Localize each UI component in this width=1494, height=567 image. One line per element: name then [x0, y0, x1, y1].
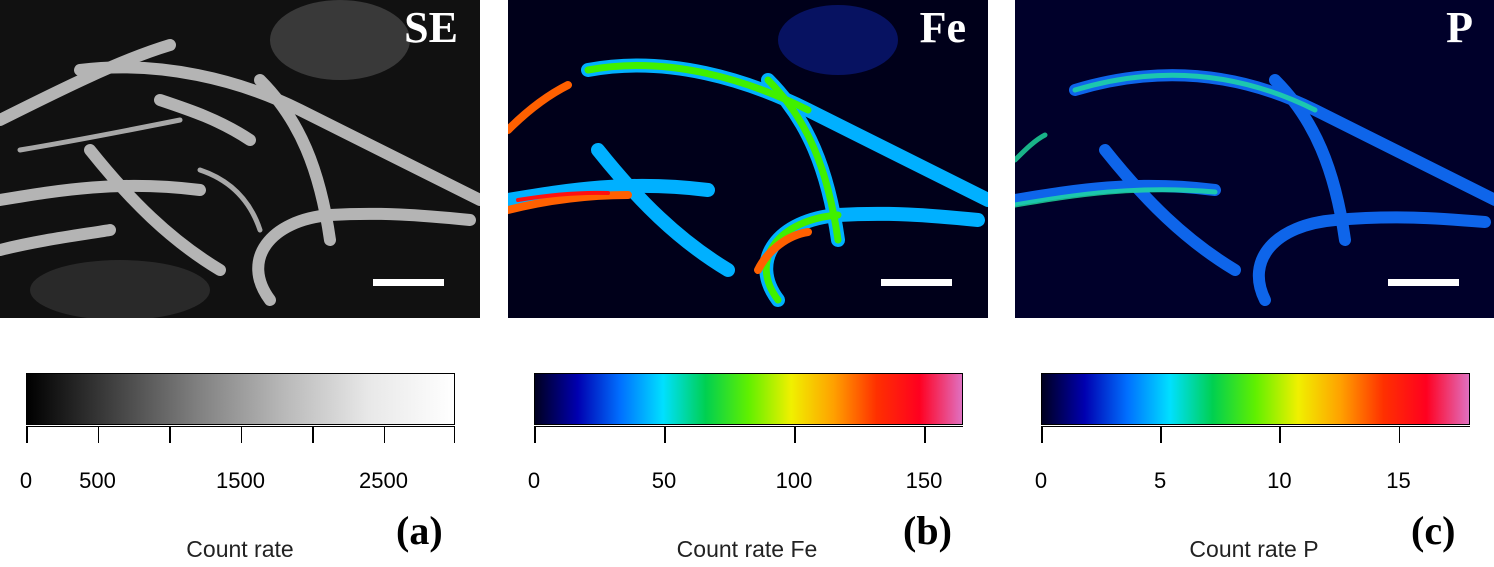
- colorbar-tick: [924, 427, 926, 443]
- p-element-map: [1015, 0, 1494, 318]
- colorbar-tick: [1398, 427, 1400, 443]
- colorbar-tick-label: 10: [1267, 468, 1292, 493]
- axis-title-se: Count rate: [186, 536, 294, 562]
- panel-letter-a: (a): [396, 508, 443, 553]
- colorbar-tick-label: 50: [651, 468, 677, 493]
- axis-title-p: Count rate P: [1189, 536, 1319, 562]
- se-image-panel: SE: [0, 0, 480, 318]
- colorbar-tick: [1279, 427, 1281, 443]
- colorbar-tick: [664, 427, 666, 443]
- colorbar-tick: [453, 427, 455, 443]
- colorbar-tick-label: 150: [905, 468, 943, 493]
- colorbar-tick: [383, 427, 385, 443]
- channel-label-fe: Fe: [919, 3, 966, 52]
- se-micrograph: [0, 0, 480, 318]
- colorbar-axis-se: [26, 426, 455, 447]
- colorbar-p: [1041, 373, 1470, 425]
- colorbar-tick-label: 15: [1386, 468, 1411, 493]
- panel-letter-b: (b): [903, 508, 952, 553]
- colorbar-tick: [534, 427, 536, 443]
- scale-bar: [1388, 279, 1459, 286]
- colorbar-tick-label: 500: [79, 468, 116, 493]
- colorbar-se: [26, 373, 455, 425]
- axis-title-fe: Count rate Fe: [676, 536, 818, 562]
- colorbar-axis-p: [1041, 426, 1470, 447]
- channel-label-se: SE: [404, 3, 458, 52]
- fe-map-panel: Fe: [508, 0, 988, 318]
- colorbar-tick: [97, 427, 99, 443]
- colorbar-tick: [1041, 427, 1043, 443]
- colorbar-tick-label: 0: [527, 468, 541, 493]
- panel-letter-c: (c): [1411, 508, 1456, 553]
- colorbar-tick: [26, 427, 28, 443]
- colorbar-tick-label: 1500: [216, 468, 265, 493]
- scale-bar: [881, 279, 952, 286]
- colorbar-tick: [169, 427, 171, 443]
- colorbar-tick-label: 100: [775, 468, 813, 493]
- colorbar-tick-label: 5: [1154, 468, 1167, 493]
- colorbar-tick: [794, 427, 796, 443]
- channel-label-p: P: [1446, 3, 1473, 52]
- colorbar-tick: [1160, 427, 1162, 443]
- fe-element-map: [508, 0, 988, 318]
- colorbar-tick-label: 0: [19, 468, 33, 493]
- colorbar-tick: [312, 427, 314, 443]
- colorbar-fe: [534, 373, 963, 425]
- colorbar-tick-label: 0: [1034, 468, 1048, 493]
- colorbar-axis-fe: [534, 426, 963, 447]
- colorbar-tick: [240, 427, 242, 443]
- colorbar-tick-label: 2500: [359, 468, 408, 493]
- p-map-panel: P: [1015, 0, 1494, 318]
- scale-bar: [373, 279, 444, 286]
